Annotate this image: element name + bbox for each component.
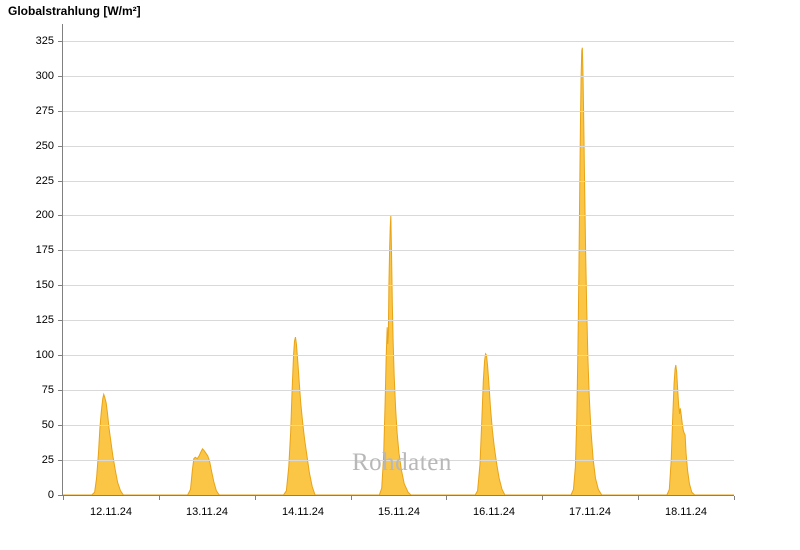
y-tick-mark <box>58 181 62 182</box>
x-tick-label: 14.11.24 <box>281 506 325 518</box>
y-tick-label: 200 <box>35 209 54 221</box>
x-tick-mark <box>63 496 64 500</box>
gridline-y <box>63 215 734 216</box>
series-area-globalstrahlung <box>63 47 734 495</box>
y-tick-mark <box>58 320 62 321</box>
x-tick-label: 15.11.24 <box>377 506 421 518</box>
x-tick-label: 17.11.24 <box>568 506 612 518</box>
y-tick-label: 300 <box>35 70 54 82</box>
x-tick-label: 12.11.24 <box>89 506 133 518</box>
y-tick-label: 0 <box>47 489 54 501</box>
gridline-y <box>63 425 734 426</box>
gridline-y <box>63 76 734 77</box>
gridline-y <box>63 250 734 251</box>
area-fill <box>63 47 734 495</box>
y-tick-mark <box>58 390 62 391</box>
y-tick-label: 100 <box>35 349 54 361</box>
gridline-y <box>63 320 734 321</box>
x-tick-mark <box>542 496 543 500</box>
y-tick-mark <box>58 41 62 42</box>
x-tick-mark <box>734 496 735 500</box>
gridline-y <box>63 146 734 147</box>
y-tick-label: 250 <box>35 140 54 152</box>
gridline-y <box>63 111 734 112</box>
x-tick-label: 13.11.24 <box>185 506 229 518</box>
y-tick-mark <box>58 285 62 286</box>
gridline-y <box>63 181 734 182</box>
y-tick-label: 25 <box>41 454 54 466</box>
y-tick-mark <box>58 425 62 426</box>
y-tick-label: 225 <box>35 175 54 187</box>
x-tick-label: 18.11.24 <box>664 506 708 518</box>
y-tick-label: 75 <box>41 384 54 396</box>
x-tick-mark <box>351 496 352 500</box>
y-tick-label: 125 <box>35 314 54 326</box>
y-tick-mark <box>58 111 62 112</box>
chart-title: Globalstrahlung [W/m²] <box>8 4 141 18</box>
x-tick-mark <box>159 496 160 500</box>
gridline-y <box>63 355 734 356</box>
y-tick-mark <box>58 460 62 461</box>
plot-area <box>62 24 734 496</box>
y-tick-label: 50 <box>41 419 54 431</box>
gridline-y <box>63 390 734 391</box>
gridline-y <box>63 460 734 461</box>
y-tick-mark <box>58 495 62 496</box>
y-tick-mark <box>58 76 62 77</box>
gridline-y <box>63 41 734 42</box>
x-tick-mark <box>255 496 256 500</box>
x-tick-mark <box>638 496 639 500</box>
y-tick-mark <box>58 250 62 251</box>
x-tick-mark <box>446 496 447 500</box>
x-tick-label: 16.11.24 <box>472 506 516 518</box>
y-tick-label: 275 <box>35 105 54 117</box>
y-tick-mark <box>58 215 62 216</box>
y-tick-label: 325 <box>35 35 54 47</box>
area-outline <box>63 47 734 495</box>
y-tick-label: 150 <box>35 279 54 291</box>
gridline-y <box>63 285 734 286</box>
y-tick-mark <box>58 355 62 356</box>
y-tick-label: 175 <box>35 244 54 256</box>
y-tick-mark <box>58 146 62 147</box>
